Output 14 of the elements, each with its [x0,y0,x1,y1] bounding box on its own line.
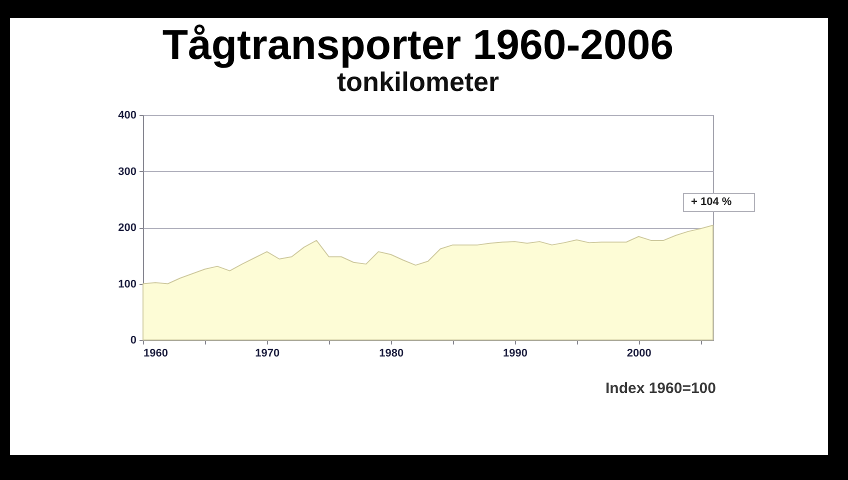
x-tick-label: 1990 [502,348,528,360]
y-tick-label: 200 [118,222,136,234]
text: Index 1960=100 [605,380,716,398]
y-tick-label: 100 [118,278,136,290]
x-tick-label: 1960 [144,348,168,360]
y-tick-label: 0 [130,334,136,346]
y-tick-label: 400 [118,110,136,122]
annotation: + 104 % [683,193,755,212]
x-tick-label: 1970 [255,348,280,360]
x-tick-label: 1980 [379,348,404,360]
y-tick-label: 300 [118,166,136,178]
chart-title: Tågtransporter 1960-2006 [162,21,674,68]
chart-subtitle: tonkilometer [336,67,500,97]
x-tick-label: 2000 [626,348,652,360]
